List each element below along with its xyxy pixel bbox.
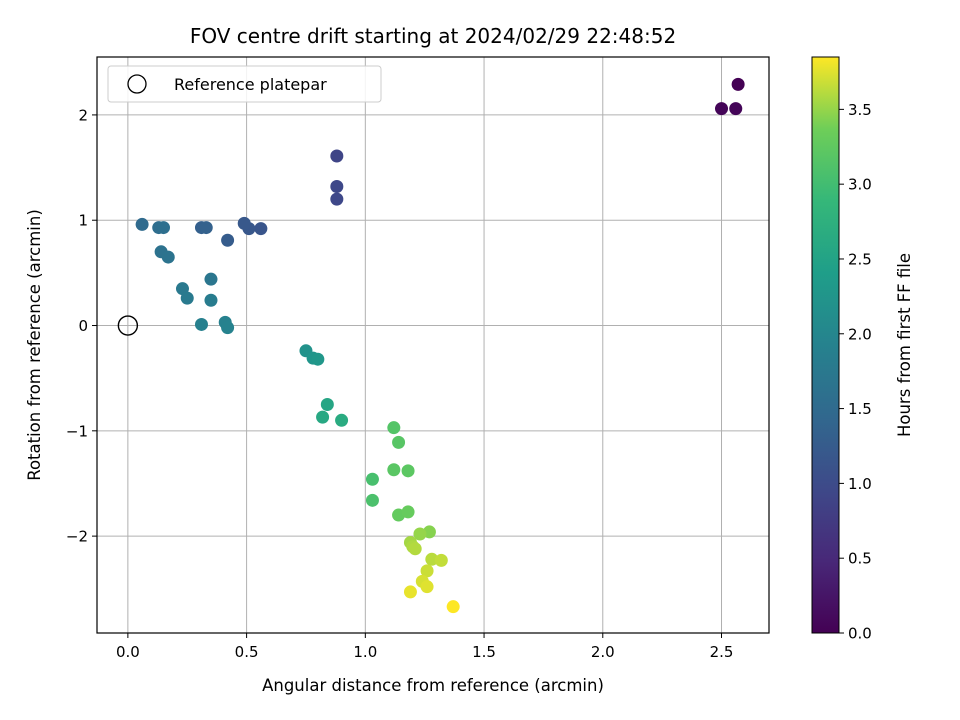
plot-frame — [96, 56, 770, 634]
y-tick-label: 0 — [78, 317, 88, 335]
data-point — [135, 217, 149, 231]
data-point — [401, 464, 415, 478]
data-point — [156, 221, 170, 235]
data-point — [199, 221, 213, 235]
colorbar-tick-label: 3.5 — [848, 101, 872, 119]
data-point — [408, 542, 422, 556]
data-point — [237, 216, 251, 230]
data-point — [401, 505, 415, 519]
data-point — [254, 222, 268, 236]
y-tick-label: −2 — [66, 528, 88, 546]
reference-marker — [117, 315, 139, 336]
colorbar-tick-label: 2.5 — [848, 250, 872, 268]
grid-lines — [97, 57, 769, 633]
data-point — [425, 552, 439, 566]
colorbar-tick-label: 2.0 — [848, 325, 872, 343]
data-point — [330, 180, 344, 194]
data-point — [729, 102, 743, 116]
colorbar-gradient — [811, 56, 840, 634]
colorbar-ticks: 0.0 0.5 1.0 1.5 2.0 2.5 3.0 3.5 — [839, 101, 872, 643]
data-point — [161, 250, 175, 264]
data-points — [135, 77, 745, 614]
data-point — [420, 564, 434, 578]
legend: Reference platepar — [107, 65, 382, 103]
data-point — [446, 600, 460, 614]
data-point — [330, 192, 344, 206]
data-point — [194, 317, 208, 331]
colorbar-tick-label: 0.5 — [848, 550, 872, 568]
y-axis-ticks: −2 −1 0 1 2 — [66, 106, 97, 546]
legend-marker — [127, 74, 147, 94]
x-tick-label: 2.0 — [591, 643, 615, 661]
data-point — [413, 527, 427, 541]
data-point — [434, 553, 448, 567]
data-point — [180, 291, 194, 305]
x-tick-label: 1.5 — [472, 643, 496, 661]
x-tick-label: 0.5 — [235, 643, 259, 661]
data-point — [311, 352, 325, 366]
data-point — [320, 397, 334, 411]
colorbar: 0.0 0.5 1.0 1.5 2.0 2.5 3.0 3.5 Hours from firs… — [811, 56, 914, 643]
data-point — [221, 321, 235, 335]
chart-title: FOV centre drift starting at 2024/02/29 … — [190, 24, 676, 48]
data-point — [316, 410, 330, 424]
data-point — [715, 102, 729, 116]
y-tick-label: −1 — [66, 422, 88, 440]
data-point — [204, 272, 218, 286]
legend-entry: Reference platepar — [174, 75, 327, 94]
reference-point — [117, 315, 139, 336]
data-point — [335, 413, 349, 427]
data-point — [330, 149, 344, 163]
data-point — [365, 493, 379, 507]
data-point — [403, 585, 417, 599]
colorbar-tick-label: 0.0 — [848, 625, 872, 643]
data-point — [387, 463, 401, 477]
colorbar-tick-label: 1.0 — [848, 475, 872, 493]
legend-box — [107, 65, 382, 103]
data-point — [221, 233, 235, 247]
x-axis-label: Angular distance from reference (arcmin) — [262, 676, 604, 695]
x-axis-ticks: 0.0 0.5 1.0 1.5 2.0 2.5 — [116, 633, 733, 661]
y-tick-label: 2 — [78, 106, 88, 124]
data-point — [420, 580, 434, 594]
data-point — [731, 77, 745, 91]
data-point — [365, 472, 379, 486]
colorbar-tick-label: 1.5 — [848, 400, 872, 418]
colorbar-tick-label: 3.0 — [848, 176, 872, 194]
data-point — [204, 293, 218, 307]
colorbar-label: Hours from first FF file — [895, 253, 914, 437]
y-axis-label: Rotation from reference (arcmin) — [25, 209, 44, 481]
x-tick-label: 0.0 — [116, 643, 140, 661]
x-tick-label: 1.0 — [353, 643, 377, 661]
x-tick-label: 2.5 — [710, 643, 734, 661]
y-tick-label: 1 — [78, 212, 88, 230]
data-point — [387, 421, 401, 435]
data-point — [392, 435, 406, 449]
